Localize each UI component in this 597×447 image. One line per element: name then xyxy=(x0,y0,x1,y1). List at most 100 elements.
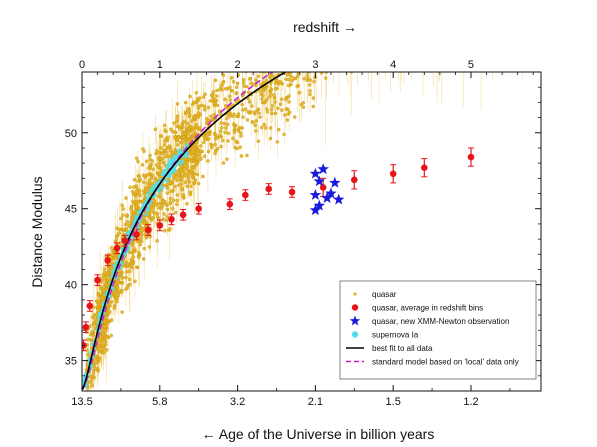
quasar-point xyxy=(248,110,253,114)
quasar-point xyxy=(97,344,101,348)
quasar-point xyxy=(292,72,294,73)
quasar-point xyxy=(272,93,276,97)
quasar-point xyxy=(169,155,173,159)
quasar-point xyxy=(223,130,227,135)
supernova-point xyxy=(160,186,165,190)
quasar-point xyxy=(86,415,89,418)
supernova-point xyxy=(168,173,173,178)
quasar-point xyxy=(288,64,291,67)
quasar-point xyxy=(286,39,289,42)
quasar-point xyxy=(219,144,223,149)
quasar-point xyxy=(183,111,188,116)
quasar-point xyxy=(166,138,170,143)
quasar-point xyxy=(196,106,201,111)
quasar-point xyxy=(168,200,172,204)
quasar-point xyxy=(308,78,313,82)
quasar-point xyxy=(119,216,123,221)
quasar-point xyxy=(133,279,137,284)
quasar-point xyxy=(226,131,231,136)
quasar-point xyxy=(86,352,90,357)
supernova-point xyxy=(160,172,165,177)
quasar-point xyxy=(138,242,143,247)
bottom-axis-title: ← Age of the Universe in billion years xyxy=(202,426,435,442)
supernova-point xyxy=(149,187,154,192)
quasar-point xyxy=(273,87,278,91)
quasar-point xyxy=(185,165,190,169)
quasar-point xyxy=(296,48,299,51)
quasar-point xyxy=(497,24,500,27)
quasar-point xyxy=(173,130,177,134)
quasar-point xyxy=(187,112,192,116)
quasar-point xyxy=(264,126,268,130)
quasar-point xyxy=(193,100,198,105)
quasar-point xyxy=(297,61,300,64)
quasar-point xyxy=(239,154,244,158)
quasar-point xyxy=(278,80,282,84)
quasar-point xyxy=(185,121,190,126)
quasar-point xyxy=(124,260,129,265)
quasar-point xyxy=(247,100,252,104)
quasar-point xyxy=(235,81,240,86)
quasar-point xyxy=(275,140,280,144)
quasar-point xyxy=(134,200,139,204)
quasar-point xyxy=(132,178,137,182)
quasar-point xyxy=(305,58,308,61)
quasar-point xyxy=(106,319,110,324)
quasar-point xyxy=(491,30,494,33)
supernova-point xyxy=(146,191,151,196)
quasar-point xyxy=(213,64,216,67)
quasar-point xyxy=(265,97,269,101)
quasar-point xyxy=(298,63,301,66)
top-axis-tick-label: 5 xyxy=(468,59,474,71)
quasar-point xyxy=(135,156,139,161)
quasar-point xyxy=(302,61,305,64)
top-axis-tick-label: 0 xyxy=(79,59,85,71)
quasar-point xyxy=(137,251,141,255)
quasar-point xyxy=(136,255,141,259)
quasar-point xyxy=(293,76,297,81)
quasar-point xyxy=(166,135,170,139)
quasar-point xyxy=(286,83,291,88)
quasar-point xyxy=(337,47,340,50)
quasar-point xyxy=(306,62,309,65)
y-axis-tick-label: 45 xyxy=(65,204,77,216)
quasar-point xyxy=(270,48,273,51)
quasar-point xyxy=(296,59,299,62)
quasar-point xyxy=(245,84,249,89)
quasar-point xyxy=(131,255,136,259)
quasar-point xyxy=(221,73,226,77)
quasar-point xyxy=(138,193,142,198)
quasar-point xyxy=(215,94,219,98)
quasar-point xyxy=(120,203,124,208)
quasar-point xyxy=(384,20,387,23)
quasar-point xyxy=(268,29,271,32)
quasar-point xyxy=(182,163,187,167)
quasar-point xyxy=(150,173,155,178)
quasar-point xyxy=(308,89,312,93)
quasar-point xyxy=(151,167,156,171)
quasar-point xyxy=(265,84,269,89)
quasar-point xyxy=(182,135,186,140)
quasar-point xyxy=(397,13,400,16)
quasar-point xyxy=(120,310,124,314)
quasar-point xyxy=(182,167,187,171)
legend-label-5: standard model based on 'local' data onl… xyxy=(372,358,519,367)
quasar-point xyxy=(278,102,283,106)
quasar-point xyxy=(432,40,435,43)
quasar-point xyxy=(323,76,328,80)
quasar-point xyxy=(275,32,278,35)
quasar-point xyxy=(129,265,134,270)
quasar-point xyxy=(479,56,482,59)
quasar-point xyxy=(311,51,314,54)
quasar-point xyxy=(158,157,163,161)
quasar-point xyxy=(165,214,170,219)
quasar-point xyxy=(289,59,292,62)
quasar-point xyxy=(154,163,159,167)
supernova-point xyxy=(97,312,102,316)
average-point xyxy=(104,257,111,264)
quasar-point xyxy=(192,132,196,137)
quasar-point xyxy=(290,66,293,69)
quasar-point xyxy=(173,184,177,189)
quasar-point xyxy=(104,348,109,352)
quasar-point xyxy=(191,118,195,122)
